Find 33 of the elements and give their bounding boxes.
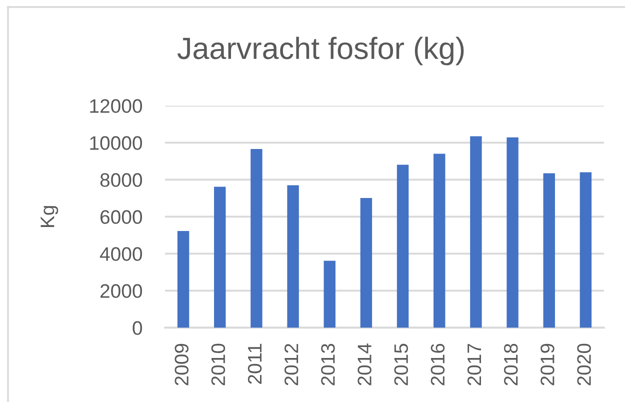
bar: [506, 137, 518, 328]
bar: [250, 148, 262, 328]
y-tick-label: 2000: [100, 284, 142, 298]
x-tick-label: 2015: [394, 344, 408, 386]
bar: [396, 164, 409, 328]
y-axis-title: Kg: [40, 206, 58, 227]
y-tick-label: 12000: [90, 99, 142, 113]
bar: [214, 186, 226, 328]
x-tick-label: 2018: [504, 344, 518, 386]
bar: [360, 198, 372, 328]
y-tick-label: 8000: [100, 173, 142, 187]
x-tick-label: 2014: [358, 344, 372, 386]
bar: [543, 173, 555, 328]
x-tick-label: 2009: [174, 344, 189, 386]
x-tick-label: 2013: [321, 344, 335, 386]
bar: [177, 230, 190, 328]
y-tick-label: 10000: [90, 136, 142, 150]
chart-title: Jaarvracht fosfor (kg): [177, 36, 464, 66]
y-tick-label: 0: [132, 321, 142, 335]
bar: [434, 154, 446, 328]
y-tick-label: 6000: [100, 210, 142, 224]
bar: [470, 136, 482, 328]
bar: [580, 172, 592, 328]
x-tick-label: 2012: [284, 344, 298, 386]
bar: [287, 185, 299, 328]
x-tick-label: 2011: [248, 344, 262, 384]
x-tick-label: 2020: [577, 344, 591, 386]
x-tick-label: 2016: [430, 344, 445, 386]
x-tick-label: 2010: [211, 344, 226, 386]
x-tick-label: 2017: [467, 344, 482, 386]
bar: [324, 260, 336, 328]
y-tick-label: 4000: [100, 247, 142, 261]
x-tick-label: 2019: [540, 344, 554, 386]
